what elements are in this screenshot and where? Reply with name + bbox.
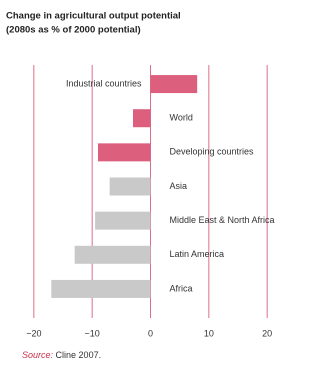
x-tick-label: 20: [262, 328, 272, 338]
category-label: World: [170, 113, 193, 123]
bar: [74, 245, 151, 264]
bar: [133, 109, 151, 128]
bar: [95, 211, 151, 230]
source-label: Source:: [22, 350, 54, 360]
x-tick-label: 10: [204, 328, 214, 338]
category-label: Middle East & North Africa: [170, 215, 275, 225]
chart-title: Change in agricultural output potential: [6, 11, 181, 22]
bar: [109, 177, 151, 196]
source: Cline 2007.: [56, 350, 102, 360]
bar: [51, 279, 151, 298]
x-tick-label: −20: [26, 328, 41, 338]
bar: [150, 75, 198, 94]
chart-subtitle: (2080s as % of 2000 potential): [6, 25, 141, 36]
chart: Change in agricultural output potential …: [6, 11, 275, 361]
x-tick-label: 0: [148, 328, 153, 338]
source-note: Source: Cline 2007.: [22, 350, 101, 360]
category-label: Developing countries: [170, 147, 255, 157]
x-tick-label: −10: [85, 328, 100, 338]
category-label: Africa: [170, 283, 193, 293]
bar: [98, 143, 151, 162]
category-label: Latin America: [170, 249, 225, 259]
category-label: Industrial countries: [66, 78, 142, 88]
category-label: Asia: [170, 181, 188, 191]
